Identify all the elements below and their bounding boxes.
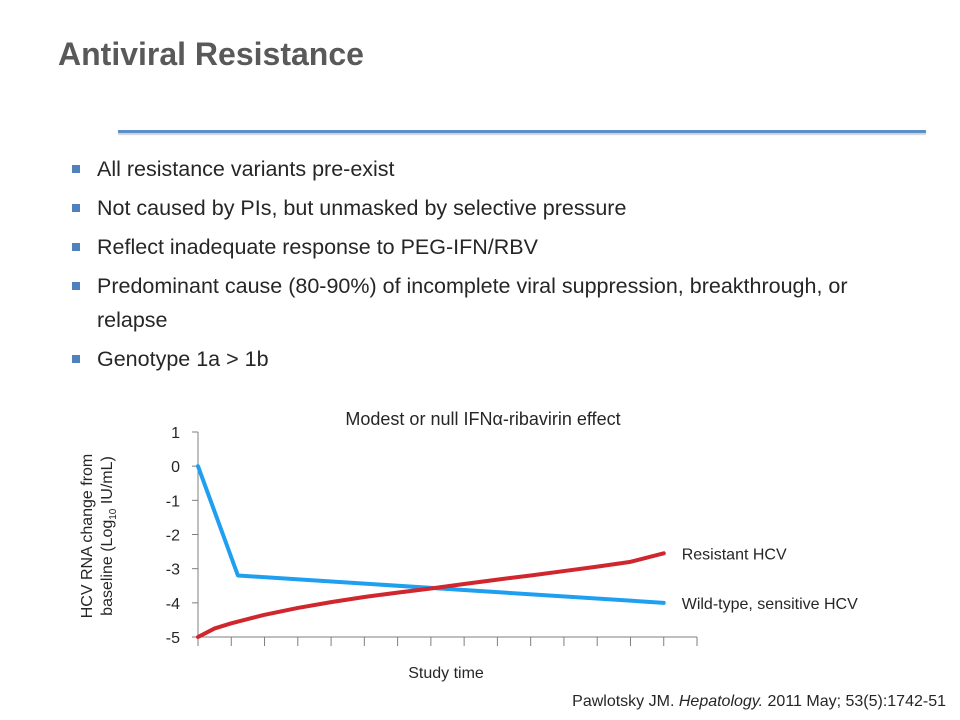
square-bullet-icon — [72, 204, 80, 212]
y-tick-label: -4 — [166, 596, 180, 613]
square-bullet-icon — [72, 282, 80, 290]
series-label: Wild-type, sensitive HCV — [682, 596, 858, 613]
slide-title: Antiviral Resistance — [58, 36, 364, 72]
y-tick-label: -5 — [166, 630, 180, 647]
bullet-text: Genotype 1a > 1b — [97, 347, 269, 371]
x-axis-label: Study time — [408, 665, 484, 682]
y-axis-label-line2: baseline (Log10 IU/mL) — [99, 456, 119, 616]
bullet-item: Not caused by PIs, but unmasked by selec… — [70, 191, 930, 225]
bullet-text: Not caused by PIs, but unmasked by selec… — [97, 196, 627, 220]
bullet-item: All resistance variants pre-exist — [70, 152, 930, 186]
y-tick-label: 0 — [171, 459, 180, 476]
bullet-text: Reflect inadequate response to PEG-IFN/R… — [97, 235, 538, 259]
square-bullet-icon — [72, 165, 80, 173]
series-label: Resistant HCV — [682, 546, 787, 563]
title-underline — [118, 130, 926, 133]
bullet-text: Predominant cause (80-90%) of incomplete… — [97, 274, 848, 332]
series-layer: Wild-type, sensitive HCV Resistant HCV — [196, 464, 858, 639]
y-axis-label-suffix: IU/mL) — [99, 456, 116, 508]
y-tick-label: -1 — [166, 493, 180, 510]
series-line — [196, 464, 666, 605]
chart-title: Modest or null IFNα-ribavirin effect — [345, 409, 620, 429]
bullet-text: All resistance variants pre-exist — [97, 157, 395, 181]
bullet-item: Predominant cause (80-90%) of incomplete… — [70, 269, 930, 337]
square-bullet-icon — [72, 243, 80, 251]
citation-author: Pawlotsky JM. — [572, 693, 675, 710]
citation: Pawlotsky JM. Hepatology. 2011 May; 53(5… — [572, 693, 946, 711]
bullet-item: Genotype 1a > 1b — [70, 342, 930, 376]
bullet-list: All resistance variants pre-exist Not ca… — [70, 152, 930, 381]
y-tick-label: -2 — [166, 528, 180, 545]
citation-details: 2011 May; 53(5):1742-51 — [767, 693, 946, 710]
y-axis-label: HCV RNA change from baseline (Log10 IU/m… — [79, 454, 119, 619]
citation-journal: Hepatology. — [678, 693, 764, 710]
y-axis-label-line1: HCV RNA change from — [79, 454, 96, 619]
y-tick-label: 1 — [171, 425, 180, 442]
y-axis-label-prefix: baseline (Log — [99, 520, 116, 616]
chart-axes: 1 0 -1 -2 -3 -4 -5 — [166, 425, 698, 647]
square-bullet-icon — [72, 355, 80, 363]
y-tick-label: -3 — [166, 562, 180, 579]
series-line — [196, 551, 666, 639]
y-axis-label-subscript: 10 — [108, 508, 119, 520]
bullet-item: Reflect inadequate response to PEG-IFN/R… — [70, 230, 930, 264]
